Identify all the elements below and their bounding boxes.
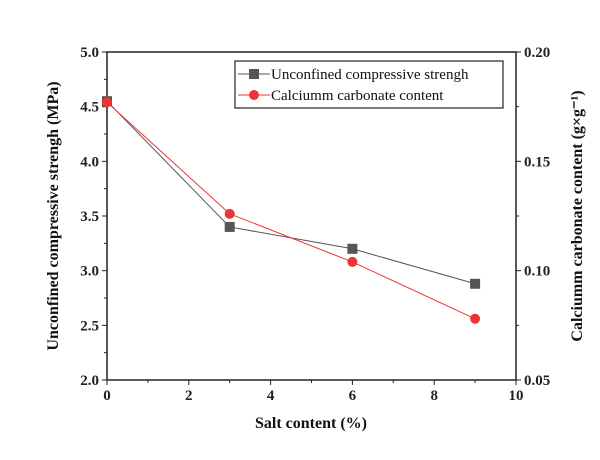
data-point-square [470,278,481,289]
x-tick-label: 2 [185,388,193,404]
x-tick-label: 6 [349,388,357,404]
y-tick-label: 5.0 [80,45,99,61]
x-tick-label: 0 [103,388,111,404]
legend-label-ucs: Unconfined compressive strengh [271,67,469,83]
data-point-circle [470,313,481,324]
y2-tick-label: 0.05 [524,373,550,389]
data-point-square [224,221,235,232]
y2-tick-label: 0.20 [524,45,550,61]
y-tick-label: 2.5 [80,318,99,334]
y-tick-label: 3.0 [80,264,99,280]
y-tick-label: 3.5 [80,209,99,225]
x-tick-label: 10 [509,388,524,404]
legend: Unconfined compressive strengh Calciumm … [234,60,504,109]
y2-tick-label: 0.15 [524,154,550,170]
y2-axis-label: Calciumm carbonate content (g×g⁻¹) [569,90,586,341]
legend-label-caco3: Calciumm carbonate content [271,88,444,104]
series-line-0 [106,100,476,285]
legend-box [234,60,504,109]
series-line-1 [106,101,476,320]
data-point-circle [102,97,112,108]
data-point-square [347,243,358,254]
x-axis-label: Salt content (%) [255,415,367,432]
y-tick-label: 2.0 [80,373,99,389]
y-axis-label: Unconfined compressive strengh (MPa) [45,81,62,350]
y-tick-label: 4.0 [80,154,99,170]
y2-tick-label: 0.10 [524,264,550,280]
x-tick-label: 8 [430,388,438,404]
legend-marker-caco3 [249,90,259,100]
data-point-circle [347,256,358,267]
y-tick-label: 4.5 [80,100,99,116]
legend-marker-ucs [249,69,259,79]
data-point-circle [224,208,235,219]
x-tick-label: 4 [267,388,275,404]
